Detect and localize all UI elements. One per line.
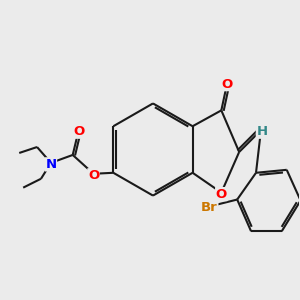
Text: O: O — [222, 78, 233, 91]
Text: Br: Br — [201, 202, 218, 214]
Text: N: N — [45, 158, 56, 171]
Text: O: O — [88, 169, 99, 182]
Text: O: O — [73, 125, 84, 138]
Text: H: H — [256, 125, 268, 138]
Text: O: O — [216, 188, 227, 201]
